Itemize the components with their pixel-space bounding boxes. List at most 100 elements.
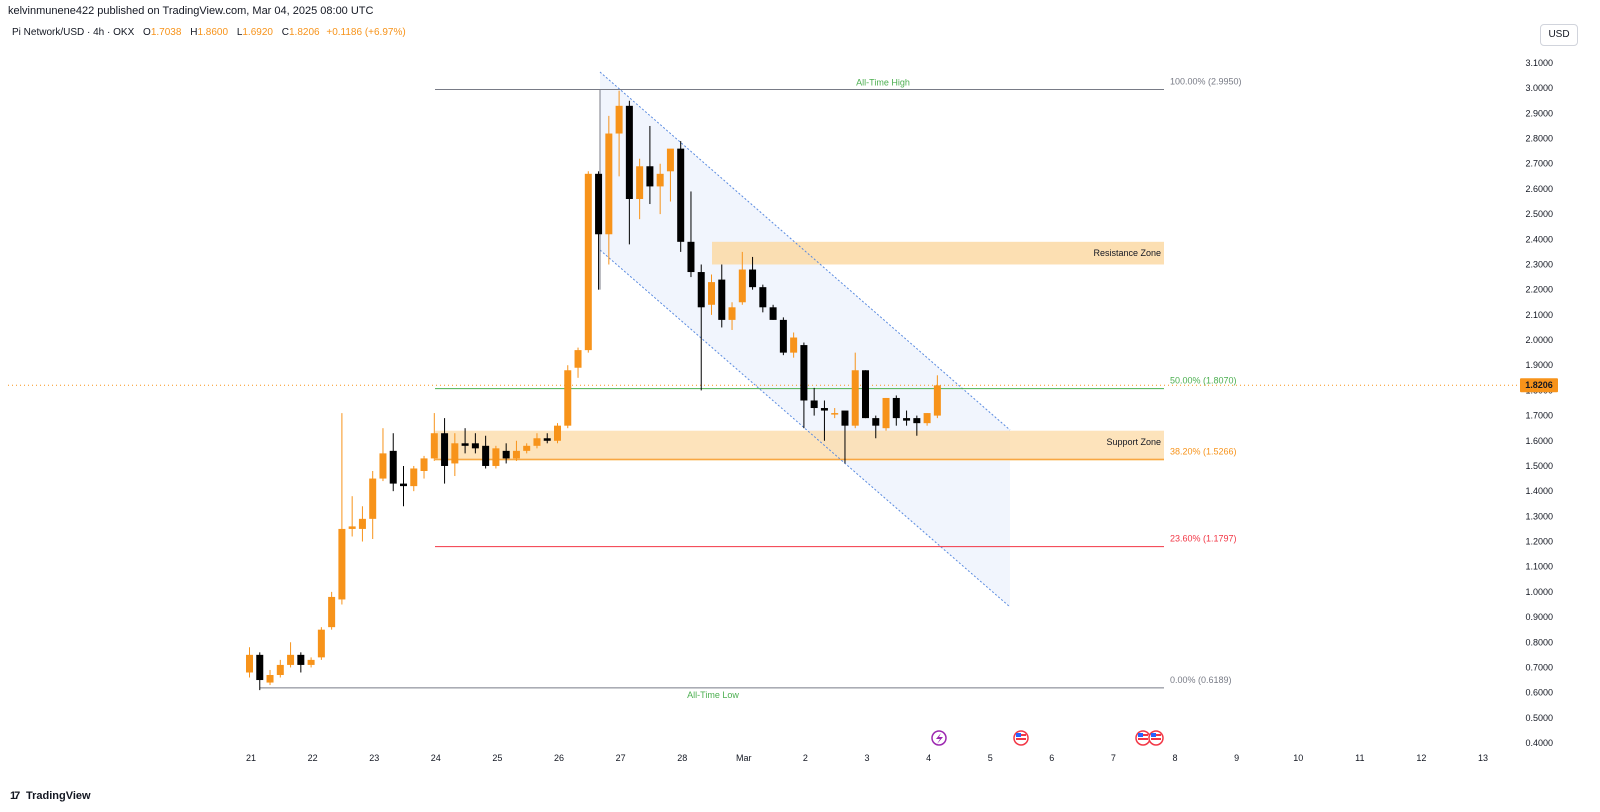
y-axis-tick-label: 3.0000: [1525, 83, 1553, 93]
y-axis-tick-label: 2.5000: [1525, 209, 1553, 219]
open-label: O: [143, 27, 151, 38]
candle-body: [615, 105, 623, 134]
x-axis-tick-label: 11: [1355, 753, 1364, 763]
x-axis-tick-label: 5: [988, 753, 993, 763]
candle-body: [256, 654, 264, 681]
open-value: 1.7038: [150, 27, 182, 38]
channel-upper-line: [599, 71, 1011, 431]
support-zone: [435, 430, 1164, 461]
candle-body: [738, 269, 746, 303]
candle-body: [441, 433, 449, 466]
candle-body: [420, 458, 428, 472]
x-axis-tick-label: 25: [492, 753, 502, 763]
y-axis-tick-label: 0.4000: [1525, 738, 1553, 748]
candle-body: [246, 654, 253, 673]
close-value: 1.8206: [288, 27, 320, 38]
candle-body: [759, 287, 767, 308]
candle-body: [389, 450, 397, 484]
candle-body: [892, 397, 900, 419]
x-axis-tick-label: 3: [864, 753, 869, 763]
candle-body: [625, 105, 633, 200]
candle-body: [400, 483, 407, 487]
x-axis-tick-label: 10: [1293, 753, 1303, 763]
candle-body: [574, 350, 582, 368]
y-axis-tick-label: 1.5000: [1525, 461, 1553, 471]
candle-body: [482, 445, 490, 466]
us-flag-stripe-icon: [1138, 738, 1148, 740]
candle-body: [369, 478, 377, 519]
candle-body: [810, 400, 818, 409]
candle-body: [307, 659, 315, 665]
x-axis-tick-label: 8: [1172, 753, 1177, 763]
candle-body: [554, 425, 561, 441]
candle-body: [933, 385, 941, 416]
x-axis-tick-label: 28: [677, 753, 687, 763]
x-axis-tick-label: 27: [616, 753, 626, 763]
last-price-tag-label: 1.8206: [1525, 380, 1553, 390]
candle-body: [430, 433, 438, 459]
low-value: 1.6920: [242, 27, 273, 38]
x-axis-tick-label: 12: [1416, 753, 1426, 763]
candle-body: [749, 269, 757, 288]
candle-body: [779, 319, 787, 353]
high-label: H: [190, 27, 198, 38]
y-axis-tick-label: 1.0000: [1525, 587, 1553, 597]
candle-body: [461, 443, 469, 446]
y-axis-tick-label: 1.7000: [1525, 411, 1553, 421]
candle-body: [317, 629, 325, 658]
currency-button[interactable]: USD: [1540, 24, 1578, 46]
y-axis-tick-label: 2.1000: [1525, 310, 1553, 320]
change-value: +0.1186 (+6.97%): [326, 27, 406, 38]
x-axis-tick-label: 21: [246, 753, 256, 763]
resistance-zone: [712, 241, 1164, 265]
lightning-glyph-icon: [936, 733, 943, 744]
candle-body: [338, 528, 346, 600]
x-axis-tick-label: Mar: [736, 753, 752, 763]
tradingview-logo[interactable]: 17 TradingView: [10, 790, 91, 802]
candle-body: [666, 148, 674, 172]
y-axis-tick-label: 2.0000: [1525, 335, 1553, 345]
tradingview-mark-icon: 17: [10, 790, 20, 802]
x-axis-tick-label: 7: [1111, 753, 1116, 763]
candle-body: [800, 345, 808, 401]
candle-body: [471, 443, 479, 449]
candle-body: [708, 282, 715, 305]
y-axis-tick-label: 2.4000: [1525, 234, 1553, 244]
channel-fill: [600, 72, 1010, 607]
candle-body: [287, 654, 295, 665]
candle-body: [636, 166, 644, 200]
candle-body: [769, 307, 777, 320]
candle-body: [410, 468, 418, 487]
x-axis-tick-label: 23: [369, 753, 379, 763]
candle-body: [913, 418, 921, 424]
y-axis-tick-label: 2.3000: [1525, 259, 1553, 269]
x-axis-tick-label: 22: [308, 753, 318, 763]
fib-level-label: 23.60% (1.1797): [1170, 534, 1237, 544]
fib-level-label: 38.20% (1.5266): [1170, 446, 1237, 456]
symbol-info-bar: Pi Network/USD · 4h · OKX O1.7038 H1.860…: [12, 27, 406, 38]
candle-body: [687, 241, 695, 273]
y-axis-tick-label: 2.7000: [1525, 159, 1553, 169]
candle-body: [697, 272, 705, 308]
last-price-tag: [1520, 378, 1558, 393]
y-axis-tick-label: 0.6000: [1525, 688, 1553, 698]
y-axis-tick-label: 0.7000: [1525, 662, 1553, 672]
candle-body: [358, 518, 366, 529]
candle-body: [348, 526, 356, 529]
support-zone-label: Support Zone: [1106, 437, 1161, 447]
y-axis-tick-label: 2.6000: [1525, 184, 1553, 194]
fib-level-label: 100.00% (2.9950): [1170, 76, 1242, 86]
symbol-name[interactable]: Pi Network/USD · 4h · OKX: [12, 27, 135, 38]
candle-body: [451, 443, 459, 464]
x-axis-tick-label: 2: [803, 753, 808, 763]
candle-body: [276, 664, 284, 676]
candle-body: [903, 418, 911, 421]
y-axis-tick-label: 2.9000: [1525, 108, 1553, 118]
y-axis-tick-label: 1.3000: [1525, 511, 1553, 521]
all-time-high-label: All-Time High: [856, 77, 910, 87]
y-axis-tick-label: 0.5000: [1525, 713, 1553, 723]
us-flag-canton-icon: [1016, 733, 1021, 737]
candle-body: [841, 410, 849, 426]
candle-body: [656, 173, 664, 187]
